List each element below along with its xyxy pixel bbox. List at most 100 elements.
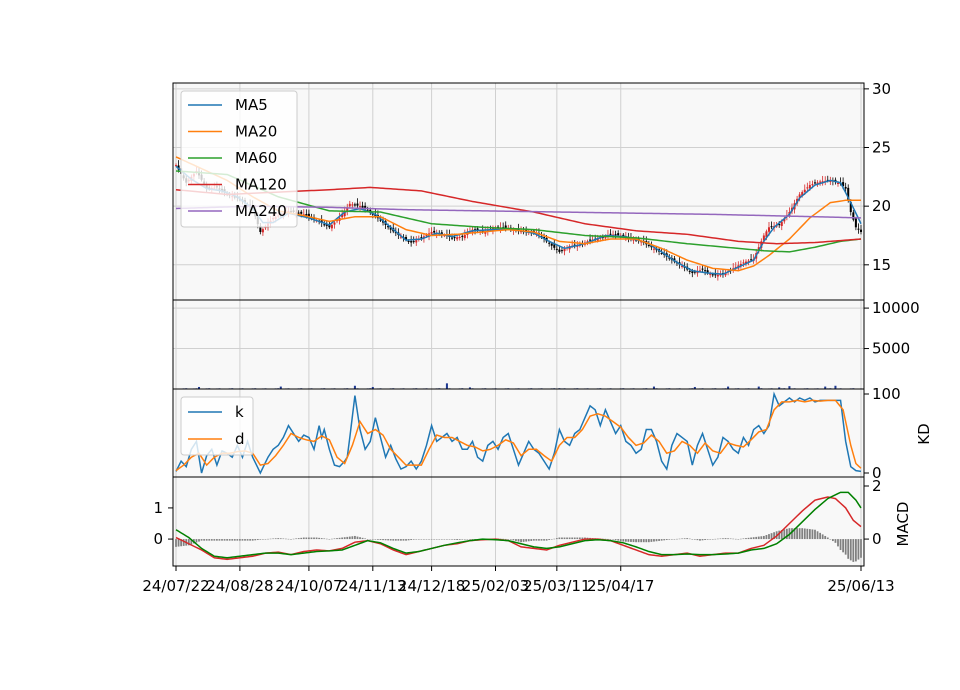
macd-hist-bar	[732, 538, 735, 540]
candle-body	[558, 249, 561, 252]
candlestick	[770, 221, 773, 230]
macd-hist-bar	[295, 538, 298, 540]
candle-body	[504, 225, 507, 228]
macd-hist-bar	[469, 539, 471, 540]
macd-hist-bar	[642, 539, 645, 543]
macd-hist-bar	[315, 537, 318, 540]
macd-hist-bar	[218, 539, 221, 541]
macd-hist-bar	[693, 539, 696, 540]
macd-hist-bar	[410, 539, 413, 541]
candlestick	[744, 259, 747, 267]
macd-hist-bar	[379, 539, 382, 541]
candle-body	[596, 238, 599, 241]
macd-hist-bar	[778, 530, 781, 540]
macd-hist-bar	[269, 538, 272, 540]
macd-hist-bar	[272, 538, 275, 540]
candle-body	[734, 266, 737, 268]
candle-body	[456, 237, 459, 240]
candle-body	[430, 231, 433, 234]
candle-body	[614, 234, 617, 236]
kd-ytick-label: 0	[872, 464, 882, 482]
macd-hist-bar	[563, 537, 566, 540]
candlestick	[353, 202, 356, 207]
macd-hist-bar	[456, 539, 459, 541]
macd-hist-bar	[200, 539, 203, 541]
macd-hist-bar	[461, 539, 464, 540]
macd-hist-bar	[203, 539, 206, 541]
macd-hist-bar	[180, 539, 183, 547]
volume-bar	[445, 383, 448, 389]
macd-hist-bar	[377, 539, 379, 540]
volume-bar	[727, 386, 730, 389]
macd-hist-bar	[558, 537, 561, 540]
macd-hist-bar	[724, 538, 727, 540]
macd-hist-bar	[325, 538, 328, 540]
candle-body	[640, 241, 643, 243]
macd-hist-bar	[341, 537, 344, 540]
macd-hist-bar	[699, 539, 701, 541]
candle-body	[706, 270, 709, 273]
candle-body	[652, 248, 655, 250]
macd-left-ytick-label: 0	[153, 530, 163, 548]
macd-hist-bar	[655, 539, 658, 542]
macd-hist-bar	[780, 530, 783, 540]
candle-body	[474, 229, 477, 231]
candle-body	[744, 261, 747, 264]
macd-right-ytick-label: 2	[872, 477, 882, 495]
candle-body	[693, 271, 696, 273]
legend-label-ma20: MA20	[235, 123, 277, 141]
candle-body	[343, 210, 346, 217]
macd-hist-bar	[282, 538, 285, 540]
candle-body	[330, 224, 333, 229]
macd-hist-bar	[279, 538, 282, 540]
macd-hist-bar	[297, 538, 300, 540]
macd-hist-bar	[701, 539, 704, 541]
macd-hist-bar	[837, 539, 839, 547]
macd-hist-bar	[182, 539, 185, 546]
candle-body	[328, 224, 331, 228]
macd-hist-bar	[706, 539, 709, 540]
macd-hist-bar	[346, 536, 349, 540]
series-line-signal	[175, 491, 862, 559]
candle-body	[622, 234, 625, 237]
macd-hist-bar	[821, 534, 824, 540]
macd-hist-bar	[852, 539, 855, 562]
macd-hist-bar	[331, 538, 333, 540]
candle-body	[762, 235, 765, 241]
macd-hist-bar	[844, 539, 847, 555]
candle-body	[742, 262, 745, 264]
candlestick	[844, 182, 847, 193]
candle-body	[857, 228, 860, 230]
legend-label-d: d	[235, 430, 245, 448]
macd-hist-bar	[208, 539, 211, 541]
candle-body	[698, 270, 701, 272]
macd-hist-bar	[527, 539, 530, 542]
macd-hist-bar	[458, 539, 461, 540]
macd-hist-bar	[645, 539, 648, 543]
candle-body	[842, 182, 845, 187]
macd-hist-bar	[338, 537, 341, 540]
macd-hist-bar	[420, 539, 423, 540]
macd-hist-bar	[239, 539, 241, 541]
macd-hist-bar	[451, 539, 453, 540]
macd-hist-bar	[430, 539, 433, 540]
macd-hist-bar	[530, 539, 533, 541]
candle-body	[458, 236, 461, 238]
candlestick	[716, 270, 719, 281]
macd-hist-bar	[566, 537, 568, 540]
candle-body	[307, 213, 310, 217]
macd-hist-bar	[773, 532, 775, 540]
candle-body	[819, 181, 822, 183]
candle-body	[586, 241, 589, 243]
candle-body	[783, 218, 786, 222]
macd-hist-bar	[770, 533, 773, 540]
macd-hist-bar	[392, 539, 395, 541]
macd-hist-bar	[509, 539, 512, 540]
candle-body	[440, 232, 443, 235]
candle-body	[407, 240, 410, 242]
macd-hist-bar	[453, 539, 456, 540]
candle-body	[609, 233, 612, 235]
macd-hist-bar	[522, 539, 525, 542]
macd-hist-bar	[328, 539, 331, 540]
macd-hist-bar	[397, 539, 400, 541]
